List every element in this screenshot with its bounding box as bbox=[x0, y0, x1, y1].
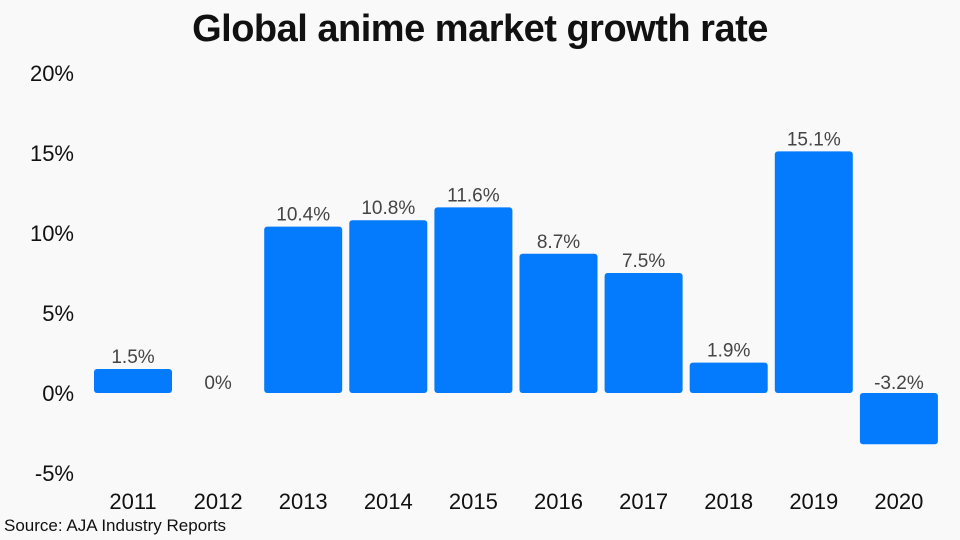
bars bbox=[94, 151, 938, 445]
x-tick-label-2020: 2020 bbox=[874, 489, 923, 514]
data-labels: 1.5% 0% 10.4% 10.8% 11.6% 8.7% 7.5% 1.9% 15.1% -3… bbox=[111, 129, 923, 394]
data-label-2020: -3.2% bbox=[874, 373, 924, 394]
y-tick-label: 10% bbox=[30, 221, 74, 246]
y-tick-label: 0% bbox=[42, 381, 74, 406]
data-label-2012: 0% bbox=[204, 373, 232, 394]
x-tick-label-2014: 2014 bbox=[364, 489, 413, 514]
bar-2020 bbox=[859, 393, 938, 445]
x-tick-label-2016: 2016 bbox=[534, 489, 583, 514]
x-tick-label-2012: 2012 bbox=[194, 489, 243, 514]
bar-2017 bbox=[604, 273, 683, 393]
data-label-2019: 15.1% bbox=[787, 129, 841, 150]
y-tick-label: 5% bbox=[42, 301, 74, 326]
data-label-2017: 7.5% bbox=[622, 251, 665, 272]
x-tick-label-2019: 2019 bbox=[789, 489, 838, 514]
data-label-2011: 1.5% bbox=[111, 347, 154, 368]
chart-title: Global anime market growth rate bbox=[192, 8, 768, 50]
data-label-2015: 11.6% bbox=[447, 185, 500, 206]
bar-2018 bbox=[689, 362, 768, 393]
bar-2011 bbox=[94, 369, 172, 393]
data-label-2013: 10.4% bbox=[276, 205, 330, 226]
bar-2019 bbox=[774, 151, 853, 393]
bar-2014 bbox=[349, 220, 428, 393]
bar-2013 bbox=[264, 226, 343, 393]
x-tick-label-2018: 2018 bbox=[704, 489, 753, 514]
data-label-2016: 8.7% bbox=[537, 232, 580, 253]
y-tick-label: 15% bbox=[30, 141, 74, 166]
source-note: Source: AJA Industry Reports bbox=[4, 516, 227, 535]
y-tick-label: -5% bbox=[35, 461, 74, 486]
x-axis: 2011 2012 2013 2014 2015 2016 2017 2018 2019 2020 bbox=[109, 489, 923, 514]
bar-2015 bbox=[434, 207, 513, 393]
bar-2016 bbox=[519, 253, 598, 393]
data-label-2018: 1.9% bbox=[707, 341, 750, 362]
x-tick-label-2015: 2015 bbox=[449, 489, 498, 514]
y-axis: -5% 0% 5% 10% 15% 20% bbox=[30, 61, 74, 486]
data-label-2014: 10.8% bbox=[361, 198, 415, 219]
x-tick-label-2013: 2013 bbox=[279, 489, 328, 514]
x-tick-label-2011: 2011 bbox=[109, 489, 156, 514]
x-tick-label-2017: 2017 bbox=[619, 489, 668, 514]
y-tick-label: 20% bbox=[30, 61, 74, 86]
